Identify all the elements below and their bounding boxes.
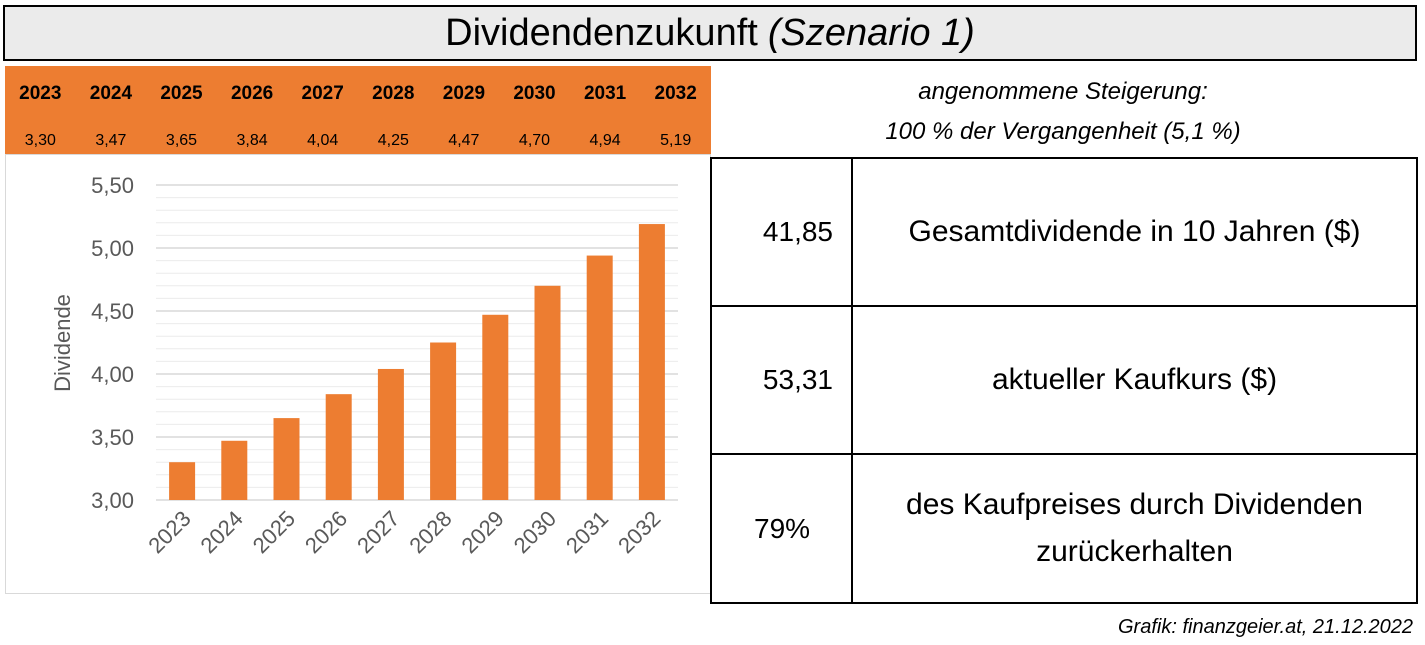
source-credit: Grafik: finanzgeier.at, 21.12.2022 xyxy=(1118,616,1413,638)
x-tick-label: 2027 xyxy=(352,506,404,558)
purchase-price-value: 53,31 xyxy=(712,307,853,453)
y-axis-label: Dividende xyxy=(50,294,75,392)
value-cell: 3,47 xyxy=(95,132,127,149)
year-cell: 2030 xyxy=(513,83,556,104)
y-tick-label: 3,00 xyxy=(91,488,134,513)
y-tick-label: 3,50 xyxy=(91,425,134,450)
year-cell: 2031 xyxy=(583,83,627,104)
value-cell: 3,84 xyxy=(236,132,268,149)
bar-2028 xyxy=(430,342,457,500)
assumption-line-1: angenommene Steigerung: xyxy=(918,78,1208,105)
bar-2027 xyxy=(377,368,404,500)
bar-2023 xyxy=(169,462,196,500)
year-value-band xyxy=(5,66,711,154)
bar-2031 xyxy=(586,255,613,500)
y-tick-label: 4,50 xyxy=(91,299,134,324)
bar-2030 xyxy=(534,285,561,500)
summary-row-purchase-price: 53,31 aktueller Kaufkurs ($) xyxy=(712,307,1416,455)
payback-label: des Kaufpreises durch Dividenden zurücke… xyxy=(906,488,1363,568)
value-cell: 4,47 xyxy=(448,132,480,149)
value-cell: 4,04 xyxy=(307,132,339,149)
assumption-line-2: 100 % der Vergangenheit (5,1 %) xyxy=(885,118,1241,145)
y-tick-label: 5,00 xyxy=(91,236,134,261)
x-tick-label: 2032 xyxy=(613,506,665,558)
summary-row-total-dividend: 41,85 Gesamtdividende in 10 Jahren ($) xyxy=(712,159,1416,307)
bar-2026 xyxy=(325,394,352,500)
x-tick-label: 2030 xyxy=(509,506,561,558)
year-cell: 2025 xyxy=(160,83,203,104)
year-cell: 2032 xyxy=(654,83,697,104)
bar-2029 xyxy=(482,314,509,500)
year-cell: 2028 xyxy=(372,83,415,104)
bar-chart: 3,00 3,50 4,00 4,50 5,00 5,50 2023 2024 2025 202… xyxy=(5,154,711,594)
x-tick-label: 2025 xyxy=(248,506,300,558)
title-main: Dividendenzukunft xyxy=(445,11,758,54)
value-cell: 5,19 xyxy=(660,132,692,149)
x-tick-label: 2023 xyxy=(143,506,195,558)
bar-2025 xyxy=(273,418,300,500)
year-header-row: 2023 2024 2025 2026 2027 2028 2029 2030 … xyxy=(5,80,711,108)
summary-row-payback: 79% des Kaufpreises durch Dividenden zur… xyxy=(712,455,1416,602)
x-tick-label: 2026 xyxy=(300,506,352,558)
value-cell: 3,30 xyxy=(24,132,56,149)
payback-percent-value: 79% xyxy=(712,455,853,602)
value-cell: 4,94 xyxy=(589,132,621,149)
total-dividend-value: 41,85 xyxy=(712,159,853,305)
value-cell: 4,25 xyxy=(377,132,409,149)
year-cell: 2027 xyxy=(301,83,344,104)
year-cell: 2029 xyxy=(442,83,486,104)
x-tick-label: 2024 xyxy=(196,506,248,558)
year-cell: 2024 xyxy=(89,83,133,104)
bar-2024 xyxy=(221,440,248,500)
y-tick-label: 4,00 xyxy=(91,362,134,387)
x-tick-label: 2028 xyxy=(404,506,456,558)
x-tick-label: 2031 xyxy=(561,506,613,558)
x-tick-label: 2029 xyxy=(457,506,509,558)
value-row: 3,30 3,47 3,65 3,84 4,04 4,25 4,47 4,70 … xyxy=(5,130,711,152)
purchase-price-label: aktueller Kaufkurs ($) xyxy=(991,362,1278,396)
year-cell: 2023 xyxy=(19,83,62,104)
title-sub: (Szenario 1) xyxy=(767,11,975,54)
value-cell: 4,70 xyxy=(518,132,551,149)
y-tick-label: 5,50 xyxy=(91,173,134,198)
bar-2032 xyxy=(638,224,665,500)
total-dividend-label: Gesamtdividende in 10 Jahren ($) xyxy=(908,214,1361,248)
summary-table: 41,85 Gesamtdividende in 10 Jahren ($) 5… xyxy=(710,157,1418,604)
chart-title-bar: Dividendenzukunft (Szenario 1) xyxy=(3,5,1417,61)
year-cell: 2026 xyxy=(230,83,274,104)
bar-chart-svg: 3,003,504,004,505,005,50 2023 2024 2025 202… xyxy=(50,173,678,558)
value-cell: 3,65 xyxy=(165,132,198,149)
